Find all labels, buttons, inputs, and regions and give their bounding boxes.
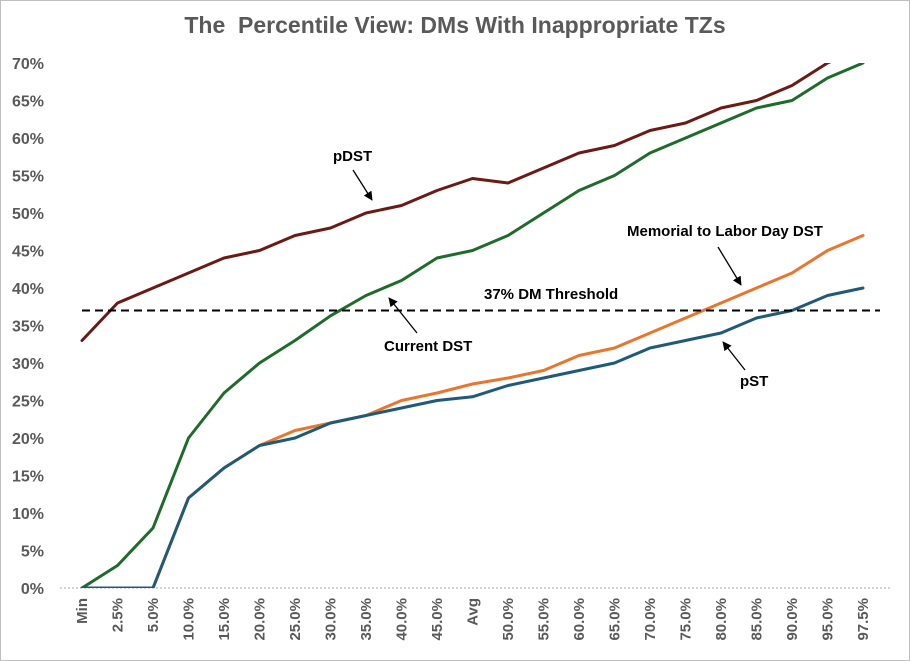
x-tick-label: Min [74, 598, 91, 624]
x-tick-label: 95.0% [820, 598, 837, 641]
x-tick-label: 65.0% [607, 598, 624, 641]
y-tick-label: 45% [12, 244, 44, 261]
y-tick-label: 25% [12, 394, 44, 411]
y-tick-label: 10% [12, 506, 44, 523]
y-tick-label: 55% [12, 169, 44, 186]
x-tick-label: 15.0% [216, 598, 233, 641]
series-line-memorial-to-labor-day-dst [80, 234, 865, 588]
y-tick-label: 30% [12, 356, 44, 373]
x-tick-label: 30.0% [323, 598, 340, 641]
series-line-pst [80, 286, 865, 588]
x-tick-label: 85.0% [749, 598, 766, 641]
y-tick-label: 15% [12, 469, 44, 486]
x-tick-label: 60.0% [571, 598, 588, 641]
current-dst-arrow [388, 297, 418, 334]
x-tick-label: 20.0% [252, 598, 269, 641]
memorial-annotation: Memorial to Labor Day DST [627, 223, 823, 240]
threshold-label: 37% DM Threshold [484, 286, 618, 303]
x-tick-label: 25.0% [287, 598, 304, 641]
y-tick-label: 20% [12, 431, 44, 448]
y-tick-label: 0% [21, 581, 44, 598]
x-tick-label: 80.0% [713, 598, 730, 641]
x-tick-label: 2.5% [110, 598, 127, 632]
x-tick-label: 75.0% [678, 598, 695, 641]
series-line-current-dst [80, 63, 865, 588]
chart-title: The Percentile View: DMs With Inappropri… [184, 12, 726, 38]
y-tick-label: 5% [21, 544, 44, 561]
x-tick-label: 45.0% [429, 598, 446, 641]
x-tick-label: 35.0% [358, 598, 375, 641]
y-axis: 0% 5% 10% 15% 20% 25% 30% 35% 40% 45% 50% 55% 60% 65%… [12, 56, 44, 598]
x-tick-label: 97.5% [855, 598, 872, 641]
pdst-annotation: pDST [333, 148, 372, 165]
y-tick-label: 60% [12, 131, 44, 148]
x-axis: Min 2.5% 5.0% 10.0% 15.0% 20.0% 25.0% 30.0% 35.0… [60, 587, 890, 641]
x-tick-label: 90.0% [784, 598, 801, 641]
x-tick-label: 55.0% [536, 598, 553, 641]
y-tick-label: 40% [12, 281, 44, 298]
pst-arrow [722, 341, 746, 371]
memorial-arrow [717, 246, 742, 286]
y-tick-label: 50% [12, 206, 44, 223]
y-tick-label: 65% [12, 94, 44, 111]
x-tick-label: 10.0% [181, 598, 198, 641]
y-tick-label: 70% [12, 56, 44, 73]
x-tick-label: 5.0% [145, 598, 162, 632]
x-tick-label: Avg [465, 598, 482, 626]
current-dst-annotation: Current DST [384, 338, 472, 355]
pst-annotation: pST [740, 373, 768, 390]
y-tick-label: 35% [12, 319, 44, 336]
x-tick-label: 40.0% [394, 598, 411, 641]
pdst-arrow [352, 169, 373, 201]
series-line-pdst [80, 63, 832, 342]
x-tick-label: 50.0% [500, 598, 517, 641]
series-layer [80, 63, 865, 588]
x-tick-label: 70.0% [642, 598, 659, 641]
